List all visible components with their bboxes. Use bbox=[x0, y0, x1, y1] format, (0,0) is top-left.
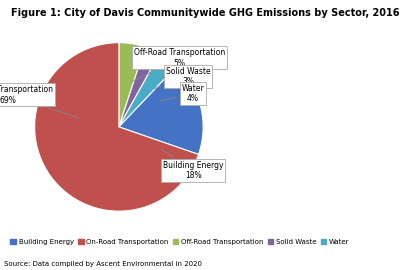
Wedge shape bbox=[119, 47, 160, 127]
Text: Water
4%: Water 4% bbox=[160, 83, 204, 103]
Text: Off-Road Transportation
5%: Off-Road Transportation 5% bbox=[131, 48, 225, 82]
Wedge shape bbox=[119, 43, 145, 127]
Text: On-Road Transportation
69%: On-Road Transportation 69% bbox=[0, 85, 78, 118]
Wedge shape bbox=[35, 43, 198, 211]
Text: Figure 1: City of Davis Communitywide GHG Emissions by Sector, 2016: Figure 1: City of Davis Communitywide GH… bbox=[11, 8, 398, 18]
Text: Solid Waste
3%: Solid Waste 3% bbox=[153, 67, 210, 89]
Wedge shape bbox=[119, 66, 202, 154]
Text: Source: Data compiled by Ascent Environmental in 2020: Source: Data compiled by Ascent Environm… bbox=[4, 261, 202, 267]
Text: Building Energy
18%: Building Energy 18% bbox=[161, 150, 223, 180]
Wedge shape bbox=[119, 53, 177, 127]
Legend: Building Energy, On-Road Transportation, Off-Road Transportation, Solid Waste, W: Building Energy, On-Road Transportation,… bbox=[7, 236, 352, 248]
